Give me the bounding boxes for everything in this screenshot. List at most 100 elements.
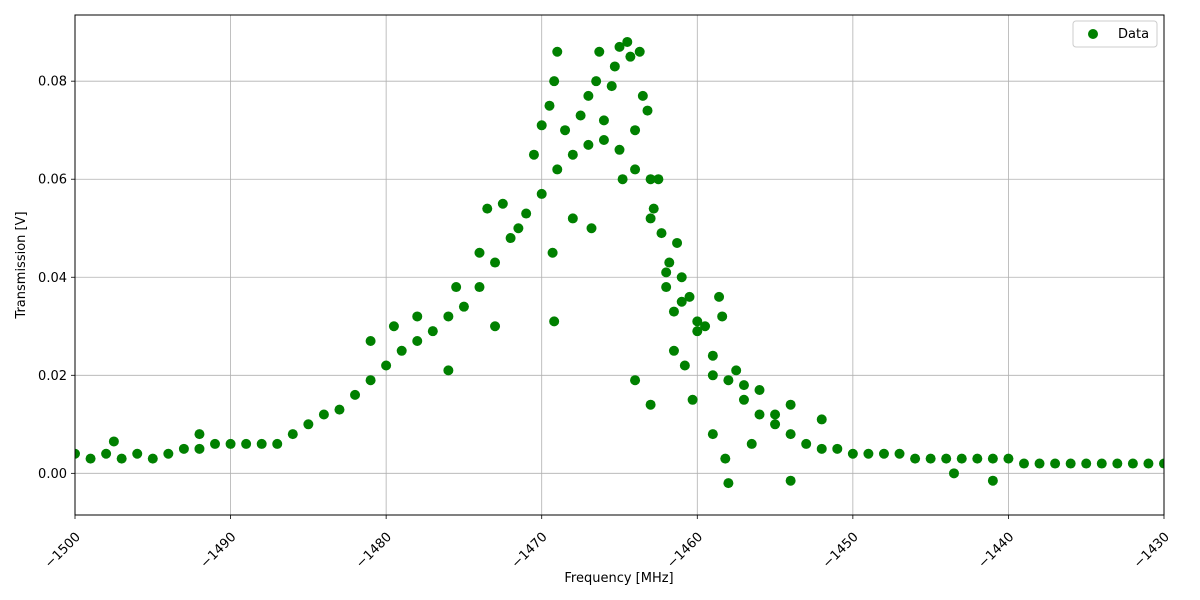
data-point xyxy=(661,282,672,293)
data-point xyxy=(194,443,205,454)
data-point xyxy=(1018,458,1029,469)
data-point xyxy=(700,321,711,332)
data-point xyxy=(303,419,314,430)
data-point xyxy=(606,81,617,92)
y-axis-ticks: 0.00 0.02 0.04 0.06 0.08 xyxy=(38,75,75,482)
data-point xyxy=(350,389,361,400)
data-point xyxy=(560,125,571,136)
x-tick-label: −1500 xyxy=(42,530,84,572)
data-point xyxy=(318,409,329,420)
data-point xyxy=(910,453,921,464)
data-point xyxy=(972,453,983,464)
data-point xyxy=(676,296,687,307)
data-point xyxy=(586,223,597,234)
plot-frame xyxy=(74,14,1165,516)
data-point xyxy=(210,438,221,449)
data-point xyxy=(1112,458,1123,469)
data-point xyxy=(241,438,252,449)
data-point xyxy=(668,345,679,356)
data-point xyxy=(497,198,508,209)
data-point xyxy=(567,149,578,160)
data-point xyxy=(676,272,687,283)
data-point xyxy=(583,139,594,150)
data-point xyxy=(1065,458,1076,469)
data-point xyxy=(863,448,874,459)
data-point xyxy=(622,36,633,47)
x-tick-label: −1450 xyxy=(820,530,862,572)
data-point xyxy=(692,316,703,327)
data-point xyxy=(987,453,998,464)
data-point xyxy=(1081,458,1092,469)
data-point xyxy=(738,380,749,391)
data-point xyxy=(490,321,501,332)
data-point xyxy=(513,223,524,234)
data-point xyxy=(1003,453,1014,464)
data-point xyxy=(878,448,889,459)
data-point xyxy=(474,247,485,258)
data-point xyxy=(645,399,656,410)
data-point xyxy=(381,360,392,371)
data-point xyxy=(443,365,454,376)
data-point xyxy=(552,164,563,175)
x-axis-ticks: −1500 −1490 −1480 −1470 −1460 −1450 −1440 −1430 xyxy=(42,515,1173,571)
data-point xyxy=(941,453,952,464)
data-point xyxy=(591,76,602,87)
data-point xyxy=(770,409,781,420)
y-tick-label: 0.00 xyxy=(38,467,67,482)
data-point xyxy=(987,475,998,486)
data-point xyxy=(567,213,578,224)
data-point xyxy=(1143,458,1154,469)
data-point xyxy=(925,453,936,464)
data-point xyxy=(609,61,620,72)
data-point xyxy=(754,385,765,395)
data-point xyxy=(684,291,695,302)
data-point xyxy=(645,174,656,185)
data-point xyxy=(334,404,345,415)
y-tick-label: 0.04 xyxy=(38,271,67,286)
x-tick-label: −1470 xyxy=(509,530,551,572)
data-point xyxy=(707,429,718,440)
data-point xyxy=(720,453,731,464)
data-point xyxy=(583,90,594,101)
data-point xyxy=(547,247,558,258)
x-axis-title: Frequency [MHz] xyxy=(564,571,673,586)
data-point xyxy=(642,105,653,116)
data-point xyxy=(396,345,407,356)
data-point xyxy=(75,448,80,459)
x-tick-label: −1460 xyxy=(664,530,706,572)
data-point xyxy=(679,360,690,371)
data-point xyxy=(894,448,905,459)
y-tick-label: 0.02 xyxy=(38,369,67,384)
data-point xyxy=(108,436,119,447)
data-point xyxy=(630,125,641,136)
data-point xyxy=(147,453,158,464)
data-point xyxy=(625,51,636,62)
plot-area xyxy=(75,15,1164,515)
x-tick-label: −1490 xyxy=(198,530,240,572)
data-point xyxy=(451,282,462,293)
data-point xyxy=(731,365,742,376)
data-point xyxy=(816,443,827,454)
data-point xyxy=(536,120,547,131)
data-point xyxy=(598,115,609,126)
data-point xyxy=(544,100,555,111)
data-point xyxy=(132,448,143,459)
data-points xyxy=(75,36,1164,489)
data-point xyxy=(785,399,796,410)
y-tick-label: 0.06 xyxy=(38,173,67,188)
data-point xyxy=(707,350,718,361)
data-point xyxy=(594,46,605,57)
data-point xyxy=(653,174,664,185)
data-point xyxy=(490,257,501,268)
data-point xyxy=(482,203,493,214)
data-point xyxy=(85,453,96,464)
data-point xyxy=(634,46,645,57)
data-point xyxy=(412,311,423,322)
data-point xyxy=(287,429,298,440)
legend-label: Data xyxy=(1118,27,1149,42)
data-point xyxy=(746,438,757,449)
data-point xyxy=(614,41,625,52)
data-point xyxy=(116,453,127,464)
legend: Data xyxy=(1072,20,1158,48)
